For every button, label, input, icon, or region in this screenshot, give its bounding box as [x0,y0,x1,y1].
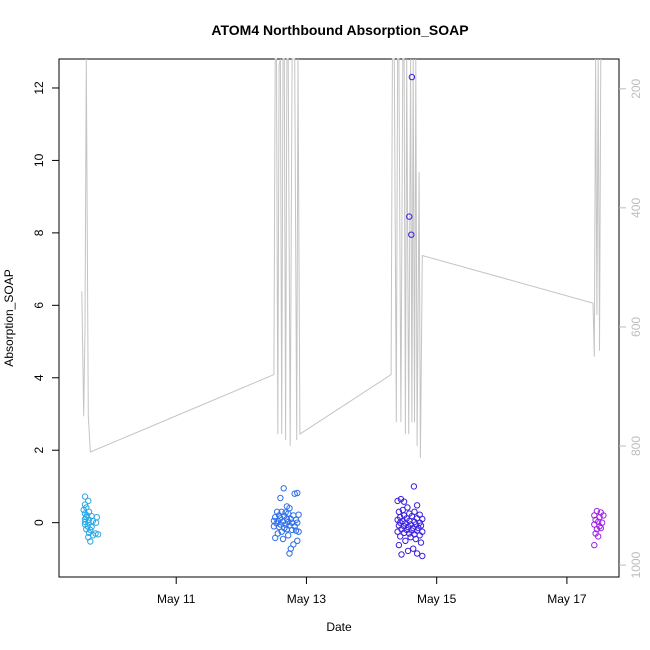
x-tick-label: May 17 [547,592,587,606]
data-point [272,534,279,542]
y-tick-label: 10 [32,153,46,167]
plot-frame [58,58,620,578]
x-tick-label: May 15 [417,592,457,606]
data-point [280,485,287,492]
data-point [273,508,281,515]
x-tick-label: May 11 [157,592,196,606]
line-layer [81,58,602,458]
data-point [295,528,302,535]
data-point [404,547,412,555]
y-tick-label: 12 [32,81,46,95]
y2-tick-label: 800 [629,436,643,456]
data-point [410,483,418,490]
data-point [279,535,287,543]
data-point [88,523,95,531]
data-point [295,511,302,518]
data-point [291,490,298,497]
data-point [408,512,416,520]
data-point [278,528,285,535]
data-point [85,497,92,505]
data-point [394,528,401,535]
data-point [402,537,409,544]
data-point [600,512,607,519]
y2-tick-label: 400 [629,198,643,218]
data-point [597,524,604,532]
y-tick-label: 4 [32,374,46,381]
data-point [286,550,293,557]
data-point [408,73,416,81]
data-point [591,541,598,549]
y-tick-label: 8 [32,229,46,236]
data-point [408,231,415,238]
data-point [400,498,408,505]
x-axis-label: Date [326,620,352,634]
data-point [277,494,284,502]
y-tick-label: 2 [32,447,46,454]
data-point [410,545,417,552]
data-point [398,551,405,558]
data-point [87,526,94,534]
data-point [412,535,419,543]
data-point [85,519,92,526]
data-point [288,526,296,534]
series-line [81,58,602,458]
data-point [285,532,292,539]
points-layer [80,73,607,560]
data-point [595,533,602,540]
data-point [413,550,421,557]
y2-tick-label: 1000 [629,551,643,578]
y2-axis: 200 400 600 800 1000 [619,78,643,578]
data-point [394,497,401,505]
chart-title: ATOM4 Northbound Absorption_SOAP [211,22,468,38]
y2-tick-label: 600 [629,317,643,337]
data-point [417,539,425,546]
data-point [87,538,94,545]
y-tick-label: 6 [32,302,46,309]
data-point [81,493,89,500]
data-point [416,532,423,539]
data-point [92,519,100,526]
data-point [413,502,421,509]
y2-tick-label: 200 [629,78,643,98]
data-point [294,489,301,497]
y-tick-label: 0 [32,519,46,526]
data-point [593,526,601,533]
y-axis: 0 2 4 6 8 10 12 [32,81,59,526]
x-tick-label: May 13 [287,592,327,606]
x-axis: May 11 May 13 May 15 May 17 [157,577,587,606]
data-point [419,552,426,560]
data-point [397,533,404,540]
data-point [395,541,403,549]
y-axis-label: Absorption_SOAP [2,269,16,366]
data-point [406,213,413,220]
data-point [294,537,301,544]
